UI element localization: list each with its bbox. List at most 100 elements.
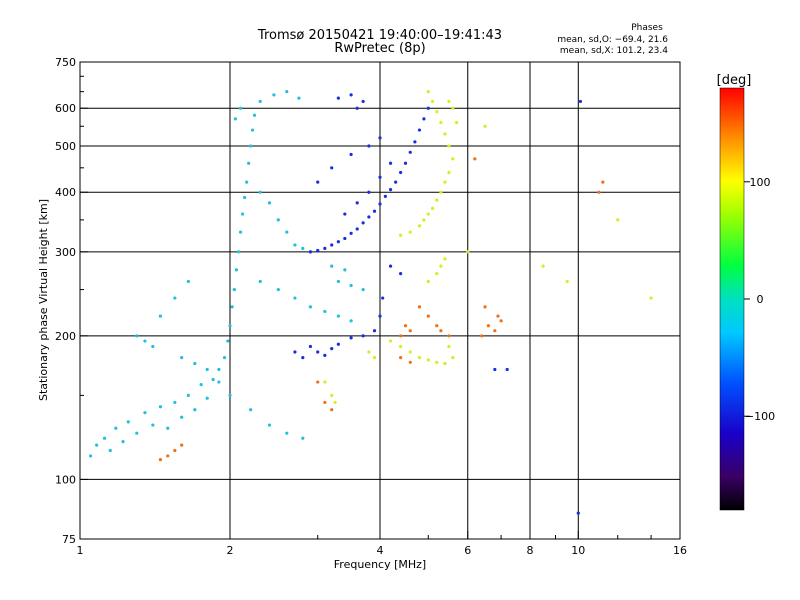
data-point [135, 431, 139, 435]
data-point [443, 132, 447, 136]
phase-stats-x: mean, sd,X: 101.2, 23.4 [560, 46, 668, 56]
data-point [372, 329, 377, 333]
data-point [173, 296, 177, 300]
data-point [447, 334, 451, 338]
data-point [372, 209, 377, 213]
data-point [355, 227, 359, 231]
data-point [403, 324, 408, 328]
data-point [323, 246, 327, 250]
data-point [576, 511, 580, 515]
data-point [180, 356, 184, 360]
data-point [483, 305, 487, 309]
data-point [336, 342, 340, 346]
data-point [211, 377, 215, 382]
data-point [301, 436, 305, 440]
data-point [399, 272, 403, 276]
data-point [336, 96, 340, 100]
data-point [308, 305, 313, 309]
data-point [121, 440, 125, 444]
data-point [408, 360, 412, 364]
data-point [323, 400, 327, 405]
data-point [426, 212, 430, 216]
data-point [243, 195, 247, 200]
data-point [193, 361, 197, 366]
data-point [413, 140, 417, 144]
data-point [349, 93, 353, 97]
data-point [435, 110, 439, 114]
data-point [505, 367, 509, 372]
data-point [447, 99, 451, 104]
data-point [435, 198, 439, 202]
data-point [361, 99, 365, 104]
data-point [330, 393, 334, 398]
data-point [333, 400, 337, 405]
data-point [316, 248, 320, 253]
data-point [143, 339, 147, 343]
data-point [158, 405, 163, 409]
colorbar-label: [deg] [717, 73, 752, 88]
x-axis-label: Frequency [MHz] [334, 558, 426, 571]
data-point [330, 264, 334, 268]
data-point [343, 212, 347, 216]
data-point [399, 233, 403, 237]
data-point [316, 350, 320, 354]
data-point [355, 106, 359, 110]
data-point [166, 454, 170, 458]
data-point [451, 356, 455, 360]
data-point [443, 257, 447, 261]
data-point [349, 319, 353, 323]
data-point [439, 120, 443, 125]
data-point [135, 334, 139, 338]
data-point [483, 124, 487, 128]
data-point [439, 264, 443, 268]
data-point [293, 350, 297, 354]
data-point [276, 287, 280, 292]
x-tick-label: 8 [527, 544, 534, 557]
chart-subtitle: RwPretec (8p) [334, 41, 425, 56]
data-point [383, 194, 387, 199]
data-point [349, 152, 353, 157]
data-point [435, 272, 439, 276]
y-tick-label: 75 [62, 533, 76, 546]
data-point [417, 356, 422, 360]
x-tick-label: 16 [673, 544, 687, 557]
colorbar [719, 87, 745, 511]
data-point [443, 361, 447, 366]
data-point [249, 144, 253, 148]
data-point [499, 319, 503, 323]
data-point [480, 334, 484, 338]
data-point [293, 296, 297, 300]
data-point [399, 170, 403, 175]
data-point [451, 106, 455, 110]
data-point [236, 250, 241, 254]
data-point [361, 287, 365, 292]
phase-stats-header: Phases [631, 23, 663, 33]
data-point [486, 324, 490, 328]
data-point [186, 393, 190, 398]
data-point [267, 201, 272, 205]
data-point [316, 380, 320, 384]
data-point [258, 279, 262, 284]
data-point [126, 420, 130, 424]
colorbar-tick-label: 0 [757, 293, 764, 306]
data-point [417, 128, 422, 132]
data-point [330, 408, 334, 412]
data-point [247, 161, 251, 165]
data-point [158, 314, 163, 318]
data-point [276, 218, 280, 222]
data-point [426, 90, 430, 94]
data-point [293, 243, 297, 247]
data-point [173, 448, 177, 453]
data-point [199, 383, 203, 387]
y-tick-label: 300 [55, 246, 76, 259]
data-point [426, 358, 430, 362]
data-point [447, 344, 451, 349]
data-point [336, 279, 340, 284]
data-point [143, 411, 147, 415]
data-point [230, 305, 234, 309]
data-point [455, 120, 459, 125]
data-point [234, 268, 238, 272]
data-point [308, 250, 313, 254]
y-tick-label: 100 [55, 473, 76, 486]
data-point [250, 128, 255, 132]
